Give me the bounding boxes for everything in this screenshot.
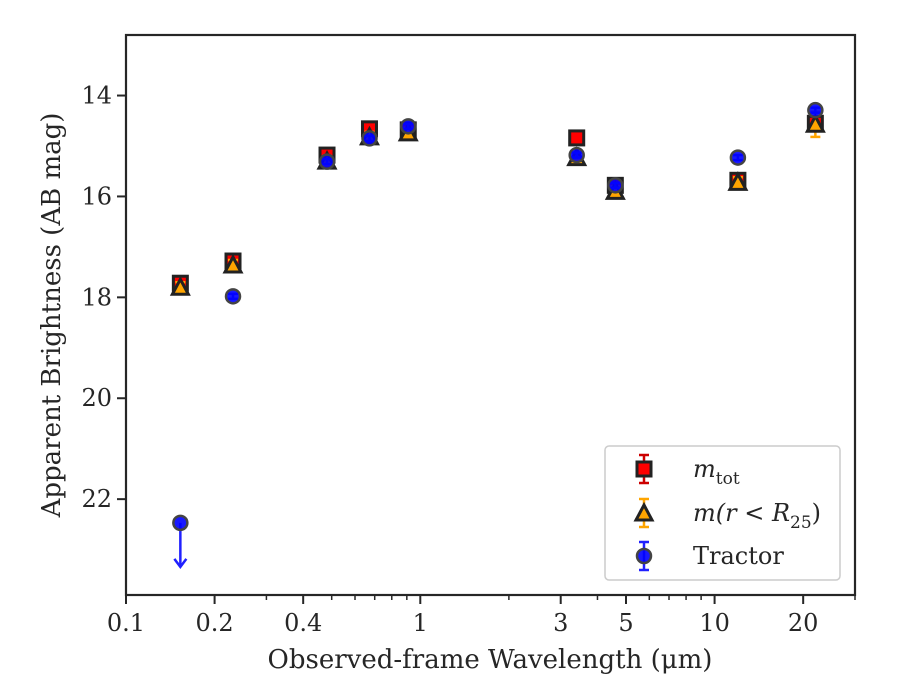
data-point: [399, 118, 417, 135]
y-tick-label: 14: [81, 82, 112, 110]
x-tick-label: 3: [553, 609, 568, 637]
data-point: [727, 171, 749, 191]
marker-circle: [361, 130, 378, 147]
legend-marker-square: [635, 460, 653, 478]
marker-triangle: [727, 171, 749, 191]
legend-label-subscript: 25: [790, 513, 812, 533]
marker-circle: [807, 101, 824, 119]
x-tick-label: 0.1: [107, 609, 145, 637]
legend-entry: mtot: [635, 453, 740, 489]
data-point: [568, 146, 585, 164]
legend-entry: m(r < R25): [633, 497, 821, 533]
upper-limit-arrowhead: [173, 558, 188, 569]
y-tick-label: 22: [81, 485, 112, 513]
data-series: [169, 101, 826, 569]
marker-triangle: [222, 253, 244, 274]
x-tick-label: 0.2: [196, 609, 234, 637]
x-tick-label: 0.4: [284, 609, 322, 637]
data-point: [224, 288, 242, 305]
y-tick-label: 20: [81, 384, 112, 412]
legend-entry: Tractor: [635, 540, 784, 572]
marker-circle: [568, 146, 585, 164]
y-axis-label: Apparent Brightness (AB mag): [37, 113, 67, 519]
series-circle: [172, 101, 824, 569]
legend-label-main: m(r < R: [693, 499, 790, 527]
y-tick-label: 18: [81, 283, 112, 311]
marker-triangle: [804, 113, 826, 133]
data-point: [568, 129, 586, 147]
data-point: [361, 130, 378, 147]
legend-marker-circle: [635, 547, 653, 565]
plot-area: 0.1 0.2 0.4 1 3 5 10 20 14 16 18 20 22: [81, 33, 857, 637]
legend-marker-triangle: [633, 501, 655, 522]
x-tick-label: 20: [788, 609, 819, 637]
legend-label-end: ): [812, 499, 821, 527]
marker-circle: [224, 288, 242, 305]
legend: mtot m(r < R25) Tractor: [604, 445, 841, 581]
axes-frame: [124, 33, 857, 597]
marker-circle: [172, 514, 189, 532]
legend-label-main: m: [693, 455, 716, 483]
x-tick-label: 5: [618, 609, 633, 637]
legend-label: mtot: [693, 455, 740, 489]
legend-label: Tractor: [693, 542, 784, 570]
marker-circle: [729, 149, 747, 166]
marker-circle: [399, 118, 417, 135]
x-tick-label: 10: [699, 609, 730, 637]
x-axis: 0.1 0.2 0.4 1 3 5 10 20: [107, 595, 856, 637]
data-point: [318, 153, 336, 170]
marker-triangle: [169, 276, 191, 296]
marker-circle: [318, 153, 336, 170]
y-axis: 14 16 18 20 22: [81, 82, 126, 513]
marker-circle: [607, 177, 624, 194]
legend-label: m(r < R25): [693, 499, 821, 533]
data-point: [169, 276, 191, 296]
data-point: [222, 253, 244, 274]
data-point: [807, 101, 824, 119]
legend-label-main: Tractor: [693, 542, 784, 570]
legend-box: [604, 445, 841, 581]
y-tick-label: 16: [81, 182, 112, 210]
legend-label-subscript: tot: [716, 469, 740, 489]
data-point: [607, 177, 624, 194]
data-point: [172, 514, 189, 569]
marker-square: [568, 129, 586, 147]
data-point: [729, 149, 747, 166]
x-tick-label: 1: [413, 609, 428, 637]
x-axis-label: Observed-frame Wavelength (μm): [268, 645, 713, 675]
